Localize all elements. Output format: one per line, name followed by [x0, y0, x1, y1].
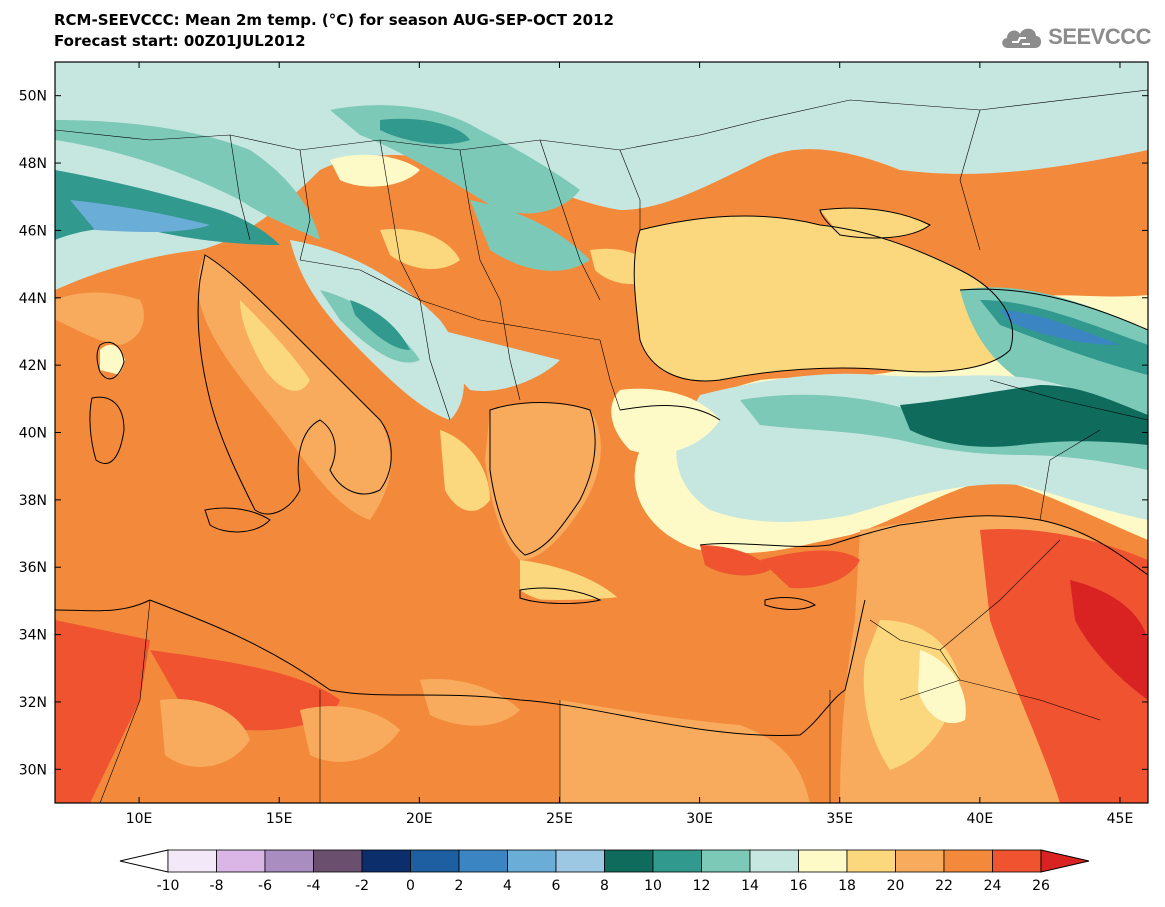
cloud-icon — [1002, 28, 1042, 48]
lat-tick-label: 42N — [19, 358, 47, 374]
colorbar-label: -10 — [157, 878, 180, 894]
colorbar-label: 2 — [455, 878, 464, 894]
chart-title: RCM-SEEVCCC: Mean 2m temp. (°C) for seas… — [54, 10, 614, 52]
colorbar-swatch — [507, 849, 557, 873]
colorbar-high-arrow — [1040, 849, 1090, 873]
colorbar-label: 22 — [935, 878, 953, 894]
colorbar-swatch — [652, 849, 702, 873]
colorbar-swatch — [361, 849, 411, 873]
lat-tick-label: 46N — [19, 223, 47, 239]
colorbar-labels: -10 -8 -6 -4 -2 0 2 4 6 8 10 12 14 16 18 20 22 24 26 — [157, 878, 1050, 894]
colorbar-swatch — [410, 849, 460, 873]
colorbar-swatch — [313, 849, 363, 873]
colorbar-label: -4 — [307, 878, 321, 894]
colorbar-swatch — [216, 849, 266, 873]
lon-tick-label: 25E — [546, 811, 573, 827]
lat-tick-label: 44N — [19, 291, 47, 307]
lon-tick-label: 20E — [406, 811, 433, 827]
colorbar-swatch — [264, 849, 314, 873]
lat-tick-label: 48N — [19, 156, 47, 172]
lat-tick-label: 36N — [19, 560, 47, 576]
lon-tick-label: 40E — [967, 811, 994, 827]
map-axes: 10E 15E 20E 25E 30E 35E 40E 45E 50N 48N 46N 44N 42N 4… — [19, 62, 1148, 827]
lat-tick-label: 32N — [19, 695, 47, 711]
colorbar-label: -8 — [210, 878, 224, 894]
colorbar-low-arrow — [119, 849, 169, 873]
lat-tick-label: 50N — [19, 89, 47, 105]
colorbar-label: 12 — [693, 878, 711, 894]
lat-tick-label: 30N — [19, 762, 47, 778]
colorbar-swatch — [701, 849, 751, 873]
colorbar-swatches — [119, 849, 1090, 873]
colorbar-label: 26 — [1032, 878, 1050, 894]
colorbar-label: 10 — [644, 878, 662, 894]
lon-tick-label: 45E — [1107, 811, 1134, 827]
colorbar-label: 24 — [984, 878, 1002, 894]
logo-text: SEEVCCC — [1048, 24, 1151, 49]
lon-tick-label: 10E — [126, 811, 153, 827]
colorbar-label: 16 — [790, 878, 808, 894]
seevccc-logo: SEEVCCC — [998, 22, 1151, 52]
colorbar-swatch — [749, 849, 799, 873]
colorbar-label: 0 — [406, 878, 415, 894]
colorbar-label: 4 — [503, 878, 512, 894]
coastlines — [55, 207, 1148, 736]
colorbar-label: -2 — [355, 878, 369, 894]
title-line-1: RCM-SEEVCCC: Mean 2m temp. (°C) for seas… — [54, 11, 614, 29]
colorbar-label: 18 — [838, 878, 856, 894]
colorbar-label: 20 — [887, 878, 905, 894]
colorbar-label: 6 — [552, 878, 561, 894]
lat-tick-label: 38N — [19, 493, 47, 509]
colorbar-label: 14 — [741, 878, 759, 894]
colorbar-label: 8 — [600, 878, 609, 894]
lat-tick-label: 40N — [19, 426, 47, 442]
lon-tick-label: 35E — [826, 811, 853, 827]
title-line-2: Forecast start: 00Z01JUL2012 — [54, 32, 306, 50]
colorbar-swatch — [604, 849, 654, 873]
colorbar-swatch — [992, 849, 1042, 873]
lon-tick-label: 30E — [686, 811, 713, 827]
colorbar-swatch — [798, 849, 848, 873]
colorbar-swatch — [167, 849, 217, 873]
lon-tick-label: 15E — [266, 811, 293, 827]
colorbar-label: -6 — [258, 878, 272, 894]
colorbar-swatch — [895, 849, 945, 873]
temperature-field — [55, 62, 1148, 803]
colorbar-swatch — [458, 849, 508, 873]
lat-tick-label: 34N — [19, 628, 47, 644]
colorbar-swatch — [555, 849, 605, 873]
colorbar-swatch — [943, 849, 993, 873]
colorbar-swatch — [846, 849, 896, 873]
borders — [55, 89, 1148, 803]
